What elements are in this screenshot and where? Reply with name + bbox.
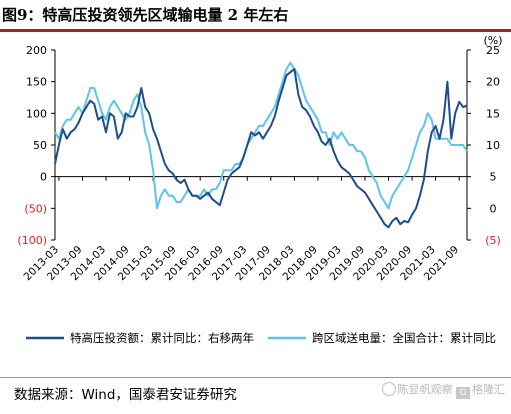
legend: 特高压投资额：累计同比：右移两年 跨区域送电量：全国合计：累计同比	[26, 331, 496, 345]
right-tick-label: 10	[486, 139, 500, 152]
source-note: 数据来源：Wind，国泰君安证券研究	[14, 387, 237, 403]
left-tick-label: (100)	[17, 234, 47, 247]
right-tick-label: 5	[490, 171, 497, 184]
axes: (100)(50)050100150200(5)0510152025(%)201…	[17, 34, 502, 283]
series-layer	[54, 61, 468, 229]
right-tick-label: (5)	[485, 234, 501, 247]
chart: (100)(50)050100150200(5)0510152025(%)201…	[17, 34, 502, 345]
series-line-1	[54, 68, 468, 229]
chart-title: 图9：特高压投资领先区域输电量 2 年左右	[2, 6, 289, 24]
left-tick-label: 150	[26, 76, 47, 89]
right-axis-unit: (%)	[483, 34, 502, 47]
series-line-2	[54, 61, 468, 210]
right-tick-label: 25	[486, 44, 500, 57]
right-tick-label: 0	[490, 202, 497, 215]
watermark-text-1: 陈显帆观察	[397, 383, 453, 396]
footer-rule	[0, 377, 511, 378]
title-bar: 图9：特高压投资领先区域输电量 2 年左右	[0, 0, 511, 32]
left-tick-label: 100	[26, 107, 47, 120]
watermark-text-2: 格隆汇	[472, 383, 505, 396]
left-tick-label: 50	[33, 139, 47, 152]
left-tick-label: 0	[40, 171, 47, 184]
right-tick-label: 15	[486, 107, 500, 120]
title-rule	[0, 29, 511, 32]
left-tick-label: (50)	[24, 202, 47, 215]
gelonghui-logo-icon: G	[456, 387, 470, 399]
wechat-logo-icon	[381, 382, 396, 396]
legend-label-1: 特高压投资额：累计同比：右移两年	[70, 331, 254, 345]
legend-label-2: 跨区域送电量：全国合计：累计同比	[312, 331, 496, 345]
left-tick-label: 200	[26, 44, 47, 57]
watermark: 陈显帆观察 G 格隆汇	[381, 381, 505, 399]
right-tick-label: 20	[486, 76, 500, 89]
